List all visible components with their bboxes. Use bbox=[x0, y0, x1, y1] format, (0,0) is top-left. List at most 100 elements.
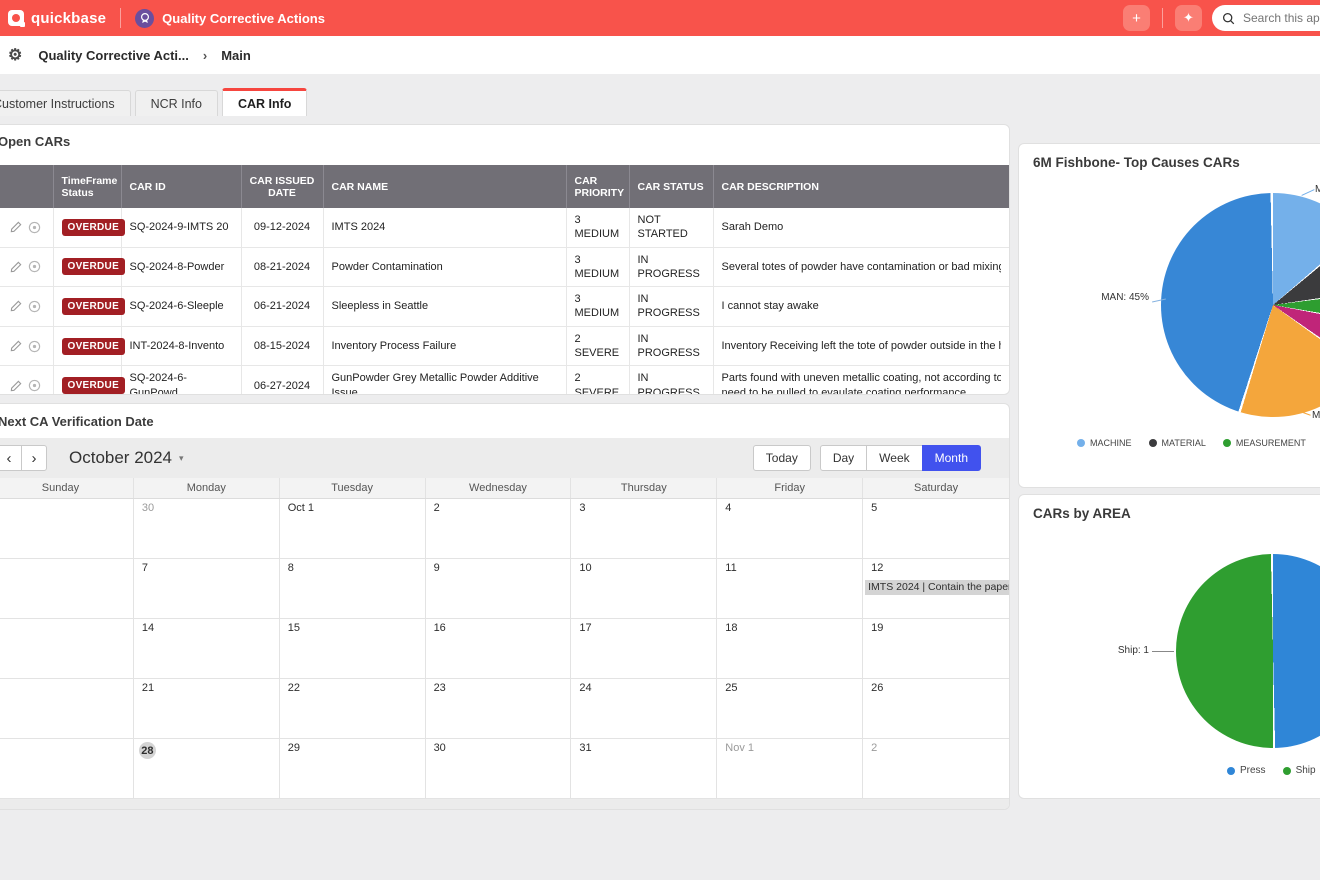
week-view-button[interactable]: Week bbox=[866, 445, 923, 471]
calendar-nav: ‹ › bbox=[0, 445, 47, 471]
calendar-cell[interactable]: 3 bbox=[571, 499, 718, 559]
tab-customer-instructions[interactable]: Customer Instructions bbox=[0, 90, 131, 116]
calendar-next-button[interactable]: › bbox=[21, 445, 47, 471]
calendar-cell[interactable]: 17 bbox=[571, 619, 718, 679]
calendar-event[interactable]: IMTS 2024 | Contain the paper bbox=[865, 580, 1009, 595]
calendar-cell[interactable] bbox=[0, 559, 134, 619]
view-eye-icon[interactable] bbox=[28, 260, 41, 273]
calendar-cell[interactable]: 30 bbox=[425, 739, 572, 799]
calendar-cell[interactable]: 2 bbox=[425, 499, 572, 559]
calendar-cell[interactable] bbox=[0, 739, 134, 799]
col-car-status[interactable]: CAR STATUS bbox=[629, 165, 714, 208]
col-car-id[interactable]: CAR ID bbox=[121, 165, 242, 208]
calendar-cell[interactable]: 23 bbox=[425, 679, 572, 739]
col-car-description[interactable]: CAR DESCRIPTION bbox=[713, 165, 1009, 208]
col-timeframe-status[interactable]: TimeFrame Status bbox=[53, 165, 122, 208]
breadcrumb-page[interactable]: Main bbox=[221, 47, 251, 63]
legend-item[interactable]: Ship bbox=[1282, 765, 1316, 776]
calendar-cell[interactable]: 10 bbox=[571, 559, 718, 619]
calendar-cell[interactable]: 31 bbox=[571, 739, 718, 799]
tab-ncr-info[interactable]: NCR Info bbox=[134, 90, 218, 116]
car-name-cell[interactable]: GunPowder Grey Metallic Powder Additive … bbox=[323, 365, 567, 394]
fishbone-pie-chart[interactable] bbox=[1161, 193, 1320, 417]
calendar-cell[interactable]: 22 bbox=[279, 679, 426, 739]
calendar-cell[interactable]: 5 bbox=[863, 499, 1009, 559]
calendar-cell[interactable] bbox=[0, 619, 134, 679]
calendar-cell[interactable]: 30 bbox=[133, 499, 280, 559]
edit-pencil-icon[interactable] bbox=[10, 340, 22, 352]
legend-item[interactable]: MACHINE bbox=[1077, 438, 1132, 448]
calendar-cell[interactable]: Oct 1 bbox=[279, 499, 426, 559]
calendar-cell[interactable]: 25 bbox=[717, 679, 864, 739]
search-input[interactable] bbox=[1241, 10, 1320, 26]
quickbase-logo[interactable]: quickbase bbox=[8, 10, 106, 27]
col-car-name[interactable]: CAR NAME bbox=[323, 165, 567, 208]
calendar-date: 30 bbox=[141, 502, 155, 514]
edit-pencil-icon[interactable] bbox=[10, 300, 22, 312]
calendar-cell[interactable]: 28 bbox=[133, 739, 280, 799]
calendar-cell[interactable]: 2 bbox=[863, 739, 1009, 799]
add-button[interactable]: + bbox=[1123, 5, 1150, 31]
view-eye-icon[interactable] bbox=[28, 379, 41, 392]
calendar-cell[interactable]: 11 bbox=[717, 559, 864, 619]
calendar-date: 19 bbox=[871, 622, 884, 634]
car-name-cell[interactable]: Powder Contamination bbox=[323, 247, 567, 288]
description-line: need to be pulled to evaulate coating pe… bbox=[721, 386, 970, 395]
breadcrumb-app[interactable]: Quality Corrective Acti... bbox=[38, 47, 189, 63]
calendar-cell[interactable]: 14 bbox=[133, 619, 280, 679]
month-view-button[interactable]: Month bbox=[921, 445, 981, 471]
legend-item[interactable]: MEASUREMENT bbox=[1222, 438, 1306, 448]
calendar-cell[interactable]: 4 bbox=[717, 499, 864, 559]
calendar-cell[interactable]: 29 bbox=[279, 739, 426, 799]
view-eye-icon[interactable] bbox=[28, 300, 41, 313]
car-id-cell[interactable]: SQ-2024-9-IMTS 20 bbox=[121, 208, 242, 248]
car-id-cell[interactable]: INT-2024-8-Invento bbox=[121, 326, 242, 367]
app-search[interactable] bbox=[1212, 5, 1320, 31]
edit-pencil-icon[interactable] bbox=[10, 380, 22, 392]
edit-pencil-icon[interactable] bbox=[10, 221, 22, 233]
today-button[interactable]: Today bbox=[752, 445, 811, 471]
calendar-cell[interactable]: 7 bbox=[133, 559, 280, 619]
calendar-date: 26 bbox=[871, 682, 884, 694]
tab-car-info[interactable]: CAR Info bbox=[221, 88, 308, 116]
car-id-cell[interactable]: SQ-2024-6-GunPowd bbox=[121, 365, 242, 394]
col-car-priority[interactable]: CAR PRIORITY bbox=[566, 165, 630, 208]
calendar-cell[interactable]: 18 bbox=[717, 619, 864, 679]
calendar-date: 21 bbox=[141, 682, 155, 694]
car-id-cell[interactable]: SQ-2024-8-Powder bbox=[121, 247, 242, 288]
car-status-cell: IN PROGRESS bbox=[629, 326, 714, 367]
car-id-cell[interactable]: SQ-2024-6-Sleeple bbox=[121, 286, 242, 327]
legend-item[interactable]: MATERIAL bbox=[1148, 438, 1206, 448]
day-view-button[interactable]: Day bbox=[819, 445, 868, 471]
edit-pencil-icon[interactable] bbox=[10, 261, 22, 273]
col-car-issued-date[interactable]: CAR ISSUED DATE bbox=[241, 165, 324, 208]
calendar-cell[interactable]: 26 bbox=[863, 679, 1009, 739]
calendar-cell[interactable]: 15 bbox=[279, 619, 426, 679]
app-chip[interactable]: Quality Corrective Actions bbox=[135, 8, 325, 28]
calendar-cell[interactable]: Nov 1 bbox=[717, 739, 864, 799]
area-pie-chart[interactable] bbox=[1176, 554, 1320, 748]
calendar-month-dropdown[interactable]: October 2024 ▾ bbox=[69, 448, 184, 468]
calendar-cell[interactable]: 24 bbox=[571, 679, 718, 739]
calendar-cell[interactable]: 9 bbox=[425, 559, 572, 619]
settings-gear-icon[interactable]: ⚙ bbox=[8, 47, 23, 64]
car-name-cell[interactable]: IMTS 2024 bbox=[323, 208, 567, 248]
view-eye-icon[interactable] bbox=[28, 221, 41, 234]
calendar-cell[interactable] bbox=[0, 679, 134, 739]
car-name-cell[interactable]: Inventory Process Failure bbox=[323, 326, 567, 367]
view-switcher: Day Week Month bbox=[819, 445, 981, 471]
calendar-cell[interactable]: 12 IMTS 2024 | Contain the paper bbox=[863, 559, 1009, 619]
calendar-cell[interactable]: 8 bbox=[279, 559, 426, 619]
ai-sparkle-button[interactable]: ✦ bbox=[1175, 5, 1202, 31]
legend-item[interactable]: Press bbox=[1227, 765, 1266, 776]
calendar-prev-button[interactable]: ‹ bbox=[0, 445, 22, 471]
calendar-cell[interactable]: 16 bbox=[425, 619, 572, 679]
open-cars-card: Open CARs TimeFrame Status CAR ID CAR IS… bbox=[0, 124, 1010, 395]
calendar-cell[interactable]: 21 bbox=[133, 679, 280, 739]
view-eye-icon[interactable] bbox=[28, 340, 41, 353]
calendar-date: 11 bbox=[725, 562, 737, 574]
pie-label-clipped-top: M bbox=[1315, 184, 1320, 195]
car-name-cell[interactable]: Sleepless in Seattle bbox=[323, 286, 567, 327]
calendar-cell[interactable]: 19 bbox=[863, 619, 1009, 679]
calendar-cell[interactable] bbox=[0, 499, 134, 559]
